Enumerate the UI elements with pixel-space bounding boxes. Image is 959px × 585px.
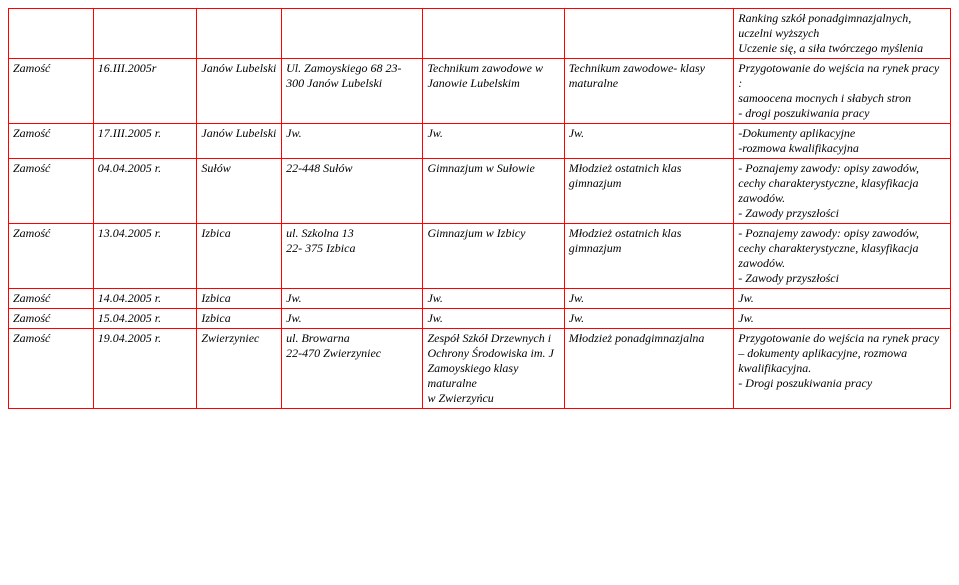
cell: - Poznajemy zawody: opisy zawodów, cechy… — [734, 159, 951, 224]
cell: Izbica — [197, 224, 282, 289]
cell: Izbica — [197, 289, 282, 309]
cell — [197, 9, 282, 59]
cell: Jw. — [564, 309, 734, 329]
cell: 14.04.2005 r. — [93, 289, 197, 309]
cell: Jw. — [423, 124, 564, 159]
table-row: Zamość 04.04.2005 r. Sułów 22-448 Sułów … — [9, 159, 951, 224]
cell: 16.III.2005r — [93, 59, 197, 124]
cell: Jw. — [282, 124, 423, 159]
cell: Zamość — [9, 124, 94, 159]
table-row: Zamość 15.04.2005 r. Izbica Jw. Jw. Jw. … — [9, 309, 951, 329]
cell — [9, 9, 94, 59]
cell: Jw. — [423, 309, 564, 329]
cell: Zamość — [9, 224, 94, 289]
table-row: Zamość 17.III.2005 r. Janów Lubelski Jw.… — [9, 124, 951, 159]
cell: Zespół Szkół Drzewnych i Ochrony Środowi… — [423, 329, 564, 409]
cell — [93, 9, 197, 59]
cell: Młodzież ostatnich klas gimnazjum — [564, 159, 734, 224]
cell: Młodzież ostatnich klas gimnazjum — [564, 224, 734, 289]
cell: Przygotowanie do wejścia na rynek pracy … — [734, 329, 951, 409]
cell: Jw. — [734, 289, 951, 309]
cell: Zwierzyniec — [197, 329, 282, 409]
cell: Zamość — [9, 309, 94, 329]
cell: Jw. — [564, 124, 734, 159]
cell: Izbica — [197, 309, 282, 329]
cell — [282, 9, 423, 59]
cell: Jw. — [564, 289, 734, 309]
cell: Jw. — [423, 289, 564, 309]
table-row: Zamość 13.04.2005 r. Izbica ul. Szkolna … — [9, 224, 951, 289]
table-row: Zamość 14.04.2005 r. Izbica Jw. Jw. Jw. … — [9, 289, 951, 309]
cell: Gimnazjum w Izbicy — [423, 224, 564, 289]
cell: Ranking szkół ponadgimnazjalnych, uczeln… — [734, 9, 951, 59]
cell: Jw. — [282, 289, 423, 309]
cell: Zamość — [9, 329, 94, 409]
cell: Ul. Zamoyskiego 68 23-300 Janów Lubelski — [282, 59, 423, 124]
cell: - Poznajemy zawody: opisy zawodów, cechy… — [734, 224, 951, 289]
cell: 19.04.2005 r. — [93, 329, 197, 409]
cell: Jw. — [282, 309, 423, 329]
cell: Technikum zawodowe- klasy maturalne — [564, 59, 734, 124]
table-row: Zamość 16.III.2005r Janów Lubelski Ul. Z… — [9, 59, 951, 124]
cell: ul. Szkolna 1322- 375 Izbica — [282, 224, 423, 289]
table-row: Zamość 19.04.2005 r. Zwierzyniec ul. Bro… — [9, 329, 951, 409]
cell: Sułów — [197, 159, 282, 224]
cell: Zamość — [9, 59, 94, 124]
cell: -Dokumenty aplikacyjne-rozmowa kwalifika… — [734, 124, 951, 159]
cell — [423, 9, 564, 59]
cell: Janów Lubelski — [197, 124, 282, 159]
cell: Zamość — [9, 289, 94, 309]
cell: ul. Browarna22-470 Zwierzyniec — [282, 329, 423, 409]
main-table: Ranking szkół ponadgimnazjalnych, uczeln… — [8, 8, 951, 409]
cell: 15.04.2005 r. — [93, 309, 197, 329]
cell — [564, 9, 734, 59]
cell: Młodzież ponadgimnazjalna — [564, 329, 734, 409]
cell: 22-448 Sułów — [282, 159, 423, 224]
cell: Jw. — [734, 309, 951, 329]
cell: Przygotowanie do wejścia na rynek pracy … — [734, 59, 951, 124]
cell: Zamość — [9, 159, 94, 224]
table-body: Ranking szkół ponadgimnazjalnych, uczeln… — [9, 9, 951, 409]
table-row: Ranking szkół ponadgimnazjalnych, uczeln… — [9, 9, 951, 59]
cell: 13.04.2005 r. — [93, 224, 197, 289]
cell: Technikum zawodowe w Janowie Lubelskim — [423, 59, 564, 124]
cell: 04.04.2005 r. — [93, 159, 197, 224]
cell: Gimnazjum w Sułowie — [423, 159, 564, 224]
cell: 17.III.2005 r. — [93, 124, 197, 159]
cell: Janów Lubelski — [197, 59, 282, 124]
